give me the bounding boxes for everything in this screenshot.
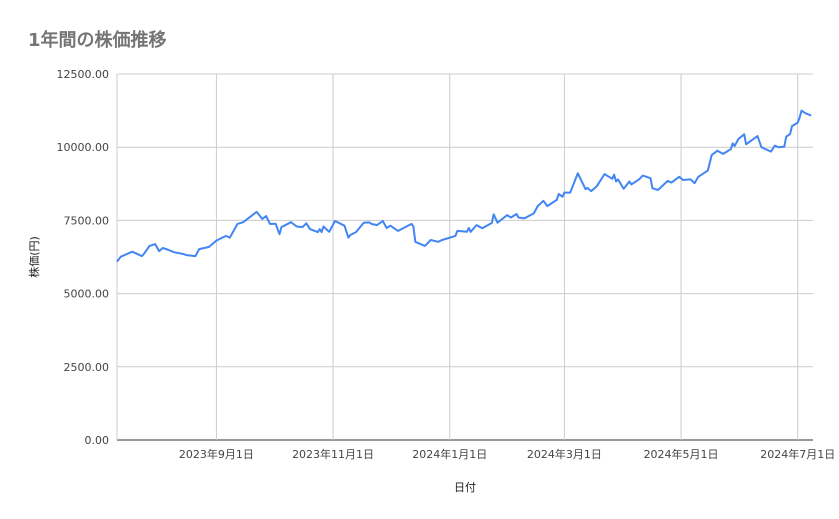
x-axis-ticks: 2023年9月1日 2023年11月1日 2024年1月1日 2024年3月1日 202… [179,447,835,461]
y-axis-ticks: 0.00 2500.00 5000.00 7500.00 10000.00 12500.0… [57,68,110,447]
chart-title: 1年間の株価推移 [28,30,167,51]
y-tick-label: 0.00 [85,434,110,447]
y-tick-label: 12500.00 [57,68,110,81]
x-tick-label: 2024年3月1日 [527,447,602,461]
y-tick-label: 10000.00 [57,141,110,154]
y-tick-label: 2500.00 [64,361,110,374]
y-tick-label: 7500.00 [64,214,110,227]
x-tick-label: 2024年1月1日 [412,447,487,461]
x-axis-label: 日付 [454,481,476,494]
y-axis-label: 株価(円) [27,236,41,278]
x-tick-label: 2024年5月1日 [644,447,719,461]
x-tick-label: 2024年7月1日 [760,447,835,461]
series-group [116,109,812,263]
y-tick-label: 5000.00 [64,288,110,301]
x-tick-label: 2023年11月1日 [292,447,374,461]
series-line [116,109,812,263]
gridlines [116,73,813,441]
x-tick-label: 2023年9月1日 [179,447,254,461]
